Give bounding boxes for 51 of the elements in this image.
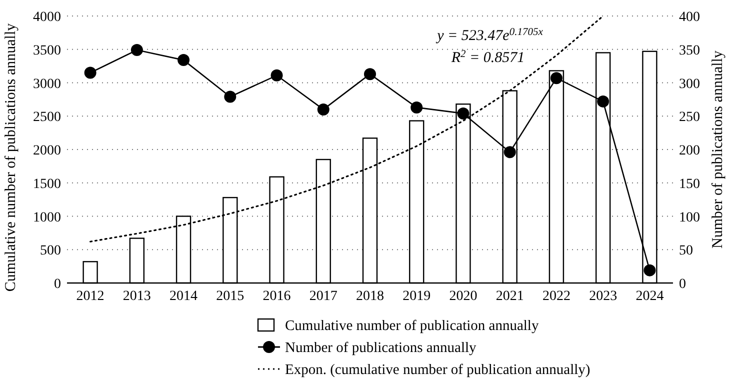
y2-tick-label: 0 [679, 277, 686, 292]
y2-axis-title: Number of publications annually [710, 50, 726, 248]
x-tick-label: 2014 [170, 289, 198, 304]
point [84, 66, 96, 79]
point [364, 68, 376, 80]
y2-tick-label: 150 [679, 176, 700, 192]
x-tick-label: 2019 [402, 289, 431, 304]
annotation: R$^{2}$ = 0.8571 [450, 48, 525, 66]
legend-label: Expon. (cumulative number of publication annually) [285, 362, 590, 378]
y-tick-label: 2000 [33, 144, 61, 158]
point [178, 54, 190, 66]
x-tick-label: 2015 [216, 289, 244, 304]
y-tick-label: 2500 [33, 110, 61, 126]
x-tick-label: 2017 [309, 289, 338, 304]
y2-tick-label: 250 [679, 110, 700, 126]
x-tick-label: 2021 [496, 289, 524, 304]
point [224, 90, 236, 103]
y2-tick-label: 100 [679, 210, 700, 226]
point [597, 95, 610, 108]
y2-tick-label: 300 [679, 76, 700, 92]
y-tick-label: 0 [54, 277, 61, 292]
x-tick-label: 2024 [636, 289, 664, 304]
y2-tick-label: 400 [679, 10, 700, 25]
x-tick-label: 2018 [356, 289, 384, 304]
point [270, 69, 283, 82]
y-tick-label: 3000 [33, 76, 61, 92]
annotation: y = 523.47e$^{0.1705x}$ [435, 26, 544, 44]
point [550, 72, 562, 84]
x-tick-label: 2016 [262, 289, 291, 304]
x-tick-label: 2013 [122, 289, 151, 304]
y-tick-label: 4000 [33, 10, 61, 25]
y2-tick-label: 350 [679, 43, 700, 58]
point [504, 146, 516, 158]
y-tick-label: 3500 [33, 43, 61, 58]
point [130, 44, 143, 56]
point [457, 107, 470, 120]
legend-label: Cumulative number of publication annually [285, 318, 540, 334]
point [317, 103, 330, 116]
y-tick-label: 500 [40, 244, 61, 259]
x-tick-label: 2023 [589, 289, 618, 304]
legend-label: Number of publications annually [285, 340, 478, 356]
y2-tick-label: 50 [679, 244, 693, 259]
point [410, 101, 423, 114]
y-tick-label: 1500 [33, 176, 61, 192]
y2-tick-label: 200 [679, 144, 700, 158]
x-tick-label: 2012 [76, 289, 104, 304]
point [644, 264, 656, 276]
x-tick-label: 2020 [449, 289, 478, 304]
x-tick-label: 2022 [542, 289, 570, 304]
y-tick-label: 1000 [33, 210, 61, 226]
y-axis-title: Cumulative number of publications annually [3, 22, 19, 292]
